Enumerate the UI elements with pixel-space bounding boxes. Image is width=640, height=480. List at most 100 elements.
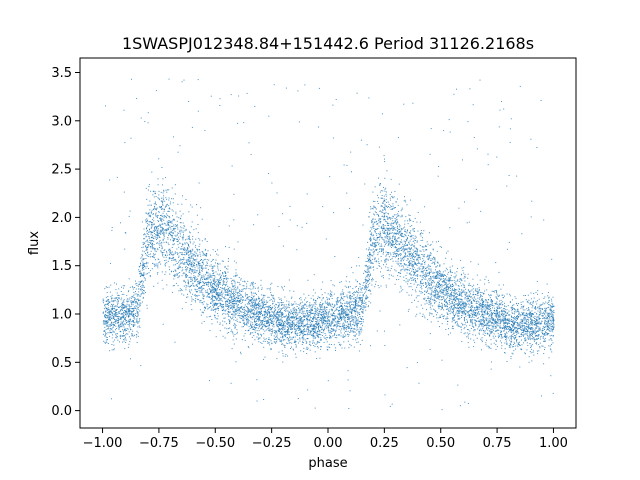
data-point bbox=[377, 252, 379, 254]
data-point bbox=[164, 215, 166, 217]
data-point bbox=[489, 304, 491, 305]
data-point bbox=[253, 314, 255, 316]
data-point bbox=[389, 197, 391, 199]
data-point bbox=[196, 204, 198, 206]
data-point bbox=[364, 183, 366, 185]
data-point bbox=[263, 294, 265, 296]
data-point bbox=[162, 255, 163, 257]
data-point bbox=[432, 249, 434, 251]
data-point bbox=[121, 316, 123, 318]
data-point bbox=[349, 292, 351, 294]
data-point bbox=[373, 221, 375, 223]
data-point bbox=[189, 289, 191, 291]
data-point bbox=[235, 308, 237, 310]
data-point bbox=[499, 313, 501, 315]
data-point bbox=[470, 338, 472, 340]
data-point bbox=[368, 278, 370, 280]
data-point bbox=[407, 238, 408, 240]
data-point bbox=[360, 297, 362, 299]
data-point bbox=[447, 286, 449, 288]
data-point bbox=[520, 328, 522, 330]
data-point bbox=[430, 254, 432, 256]
data-point bbox=[547, 334, 548, 336]
data-point bbox=[238, 95, 240, 97]
data-point bbox=[514, 296, 516, 298]
data-point bbox=[539, 338, 541, 340]
data-point bbox=[332, 328, 334, 330]
data-point bbox=[459, 302, 461, 304]
data-point bbox=[309, 314, 311, 316]
data-point bbox=[422, 249, 424, 251]
data-point bbox=[121, 307, 123, 308]
data-point bbox=[349, 298, 351, 299]
data-point bbox=[147, 204, 149, 206]
data-point bbox=[467, 335, 469, 337]
data-point bbox=[387, 224, 389, 226]
data-point bbox=[420, 304, 422, 306]
data-point bbox=[330, 331, 332, 333]
data-point bbox=[445, 281, 447, 283]
data-point bbox=[533, 340, 535, 342]
data-point bbox=[488, 309, 490, 311]
data-point bbox=[152, 262, 153, 264]
data-point bbox=[306, 319, 308, 321]
data-point bbox=[393, 214, 395, 216]
data-point bbox=[480, 319, 482, 320]
data-point bbox=[479, 323, 481, 325]
data-point bbox=[142, 297, 144, 299]
data-point bbox=[391, 206, 393, 208]
data-point bbox=[212, 266, 214, 268]
data-point bbox=[517, 324, 519, 326]
data-point bbox=[168, 232, 170, 234]
data-point bbox=[312, 310, 313, 311]
data-point bbox=[263, 358, 265, 360]
data-point bbox=[104, 334, 106, 336]
data-point bbox=[542, 314, 544, 316]
data-point bbox=[431, 289, 433, 291]
data-point bbox=[231, 165, 233, 167]
data-point bbox=[480, 304, 482, 306]
data-point bbox=[155, 225, 156, 227]
data-point bbox=[504, 305, 506, 307]
data-point bbox=[172, 215, 173, 217]
data-point bbox=[422, 239, 424, 241]
data-point bbox=[353, 324, 355, 326]
data-point bbox=[364, 286, 366, 288]
data-point bbox=[447, 286, 449, 288]
data-point bbox=[228, 302, 230, 304]
data-point bbox=[481, 325, 483, 327]
data-point bbox=[348, 319, 350, 321]
data-point bbox=[416, 221, 418, 223]
data-point bbox=[123, 340, 125, 342]
data-point bbox=[357, 313, 359, 315]
data-point bbox=[526, 300, 528, 302]
data-point bbox=[496, 291, 498, 293]
data-point bbox=[403, 245, 405, 247]
data-point bbox=[463, 277, 465, 279]
data-point bbox=[321, 321, 323, 323]
data-point bbox=[496, 309, 498, 311]
data-point bbox=[419, 256, 421, 258]
data-point bbox=[362, 284, 364, 286]
data-point bbox=[500, 321, 502, 323]
data-point bbox=[343, 329, 345, 331]
data-point bbox=[115, 337, 117, 339]
data-point bbox=[426, 245, 428, 247]
data-point bbox=[330, 296, 332, 297]
data-point bbox=[114, 313, 116, 315]
data-point bbox=[346, 314, 348, 316]
data-point bbox=[206, 259, 208, 261]
data-point bbox=[406, 292, 408, 294]
data-point bbox=[531, 324, 533, 326]
data-point bbox=[542, 327, 544, 329]
data-point bbox=[412, 102, 414, 104]
data-point bbox=[253, 308, 255, 310]
data-point bbox=[491, 303, 493, 305]
data-point bbox=[522, 332, 524, 334]
data-point bbox=[549, 318, 551, 320]
data-point bbox=[348, 316, 350, 318]
data-point bbox=[198, 245, 200, 247]
data-point bbox=[233, 298, 235, 299]
data-point bbox=[264, 317, 266, 319]
data-point bbox=[202, 262, 204, 264]
